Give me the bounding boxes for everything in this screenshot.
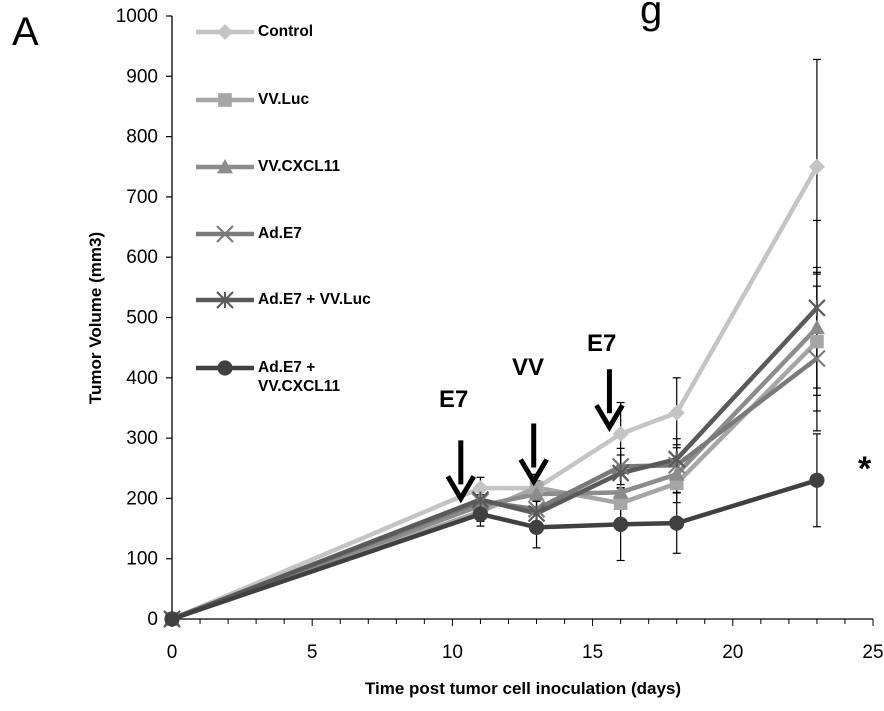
title-fragment: g — [640, 0, 663, 32]
legend-label-ad-e7-vv-cxcl11: Ad.E7 + VV.CXCL11 — [258, 359, 341, 395]
legend-label-control: Control — [258, 23, 314, 40]
data-point-4-5 — [808, 299, 826, 317]
legend-marker-0 — [217, 24, 233, 40]
y-tick-label: 1000 — [116, 6, 158, 27]
annotation-e7-first: E7 — [439, 386, 469, 413]
y-tick-label: 100 — [126, 549, 158, 570]
x-tick-label: 25 — [862, 642, 883, 663]
legend-marker-3 — [216, 225, 234, 243]
annotation-arrow-head-2 — [594, 403, 625, 433]
y-tick-label: 200 — [126, 488, 158, 509]
legend-label-ad-e7: Ad.E7 — [258, 225, 302, 242]
legend-label-ad-e7-vv-luc: Ad.E7 + VV.Luc — [258, 291, 371, 308]
x-tick-label: 20 — [722, 642, 743, 663]
data-point-4-3 — [611, 464, 630, 482]
y-tick-label: 600 — [126, 247, 158, 268]
data-point-4-2 — [527, 504, 546, 523]
data-point-5-2 — [528, 519, 545, 535]
annotation-e7-second: E7 — [587, 330, 617, 357]
data-point-2-2 — [528, 486, 545, 501]
y-tick-label: 800 — [126, 127, 158, 148]
legend-marker-5 — [217, 360, 233, 376]
legend-marker-4 — [216, 291, 234, 309]
data-point-3-5 — [808, 349, 826, 368]
y-tick-label: 500 — [126, 308, 158, 329]
annotation-arrow-head-0 — [445, 475, 476, 504]
data-point-1-3 — [613, 496, 628, 511]
panel-letter: A — [12, 10, 39, 54]
series-line-5 — [171, 478, 818, 622]
series-line-4 — [171, 306, 819, 622]
legend-marker-2 — [217, 159, 233, 174]
y-tick-label: 400 — [126, 368, 158, 389]
data-point-1-5 — [810, 334, 824, 349]
annotation-arrow-head-1 — [518, 458, 549, 487]
data-point-0-1 — [472, 480, 489, 497]
data-point-5-0 — [164, 611, 180, 627]
y-tick-label: 300 — [126, 428, 158, 449]
legend-marker-1 — [218, 93, 232, 107]
series-line-0 — [171, 165, 819, 622]
x-tick-label: 5 — [307, 642, 318, 663]
data-point-2-5 — [808, 319, 825, 335]
annotation-vv: VV — [512, 354, 545, 381]
y-tick-label: 700 — [126, 187, 158, 208]
x-tick-label: 15 — [582, 642, 603, 663]
x-tick-label: 10 — [442, 642, 463, 663]
data-point-4-1 — [471, 490, 490, 509]
legend-label-vv-cxcl11: VV.CXCL11 — [258, 158, 341, 175]
data-point-5-5 — [809, 472, 825, 488]
data-point-2-4 — [668, 466, 685, 481]
x-axis-label: Time post tumor cell inoculation (days) — [364, 679, 682, 698]
x-tick-label: 0 — [167, 642, 178, 663]
data-point-5-4 — [669, 515, 685, 531]
data-point-5-3 — [613, 516, 629, 532]
data-point-0-3 — [612, 425, 629, 442]
legend-label-vv-luc: VV.Luc — [258, 91, 310, 108]
y-tick-label: 0 — [147, 609, 158, 630]
data-point-0-4 — [668, 404, 685, 421]
data-point-5-1 — [472, 506, 489, 522]
y-axis-label: Tumor Volume (mm3) — [86, 231, 105, 405]
significance-asterisk: * — [858, 450, 872, 488]
data-point-2-3 — [612, 484, 629, 499]
data-point-4-4 — [667, 450, 686, 468]
y-tick-label: 900 — [126, 66, 158, 87]
data-point-0-5 — [808, 158, 825, 175]
